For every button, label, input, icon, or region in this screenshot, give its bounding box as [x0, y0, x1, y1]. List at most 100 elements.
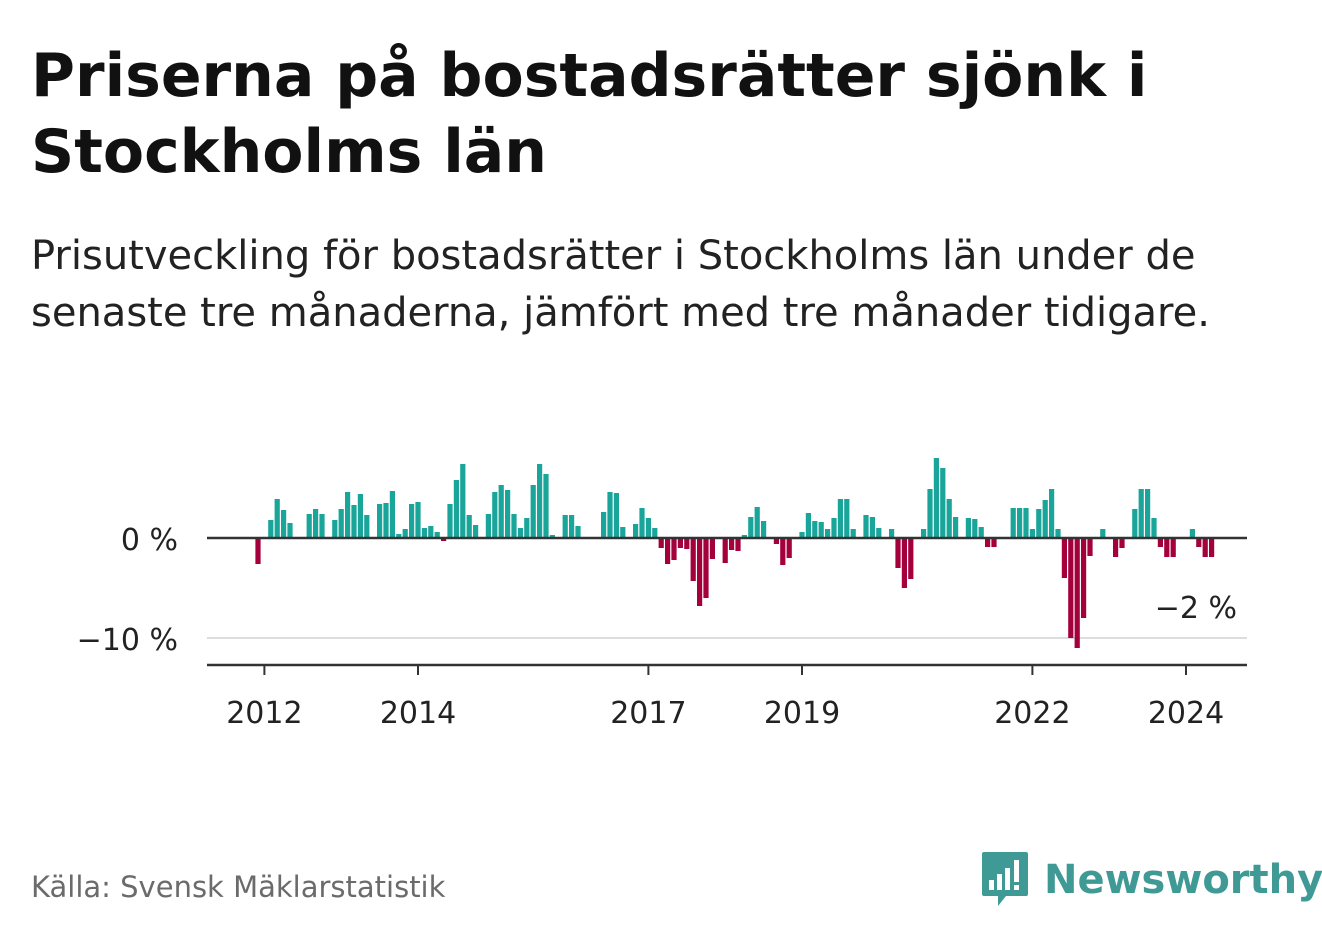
bar: [895, 538, 901, 568]
x-tick-label: 2019: [764, 696, 840, 731]
bar: [1061, 538, 1067, 578]
bar: [409, 504, 415, 538]
bar: [389, 491, 395, 538]
bar: [754, 507, 760, 538]
bar: [460, 464, 466, 538]
bar: [933, 458, 939, 538]
bar: [645, 518, 651, 538]
bar: [287, 523, 293, 538]
bar: [377, 504, 383, 538]
bar: [658, 538, 664, 548]
bar: [1074, 538, 1080, 648]
bar: [927, 489, 933, 538]
bar: [729, 538, 735, 550]
newsworthy-logo[interactable]: Newsworthy: [980, 850, 1322, 910]
bar: [709, 538, 715, 559]
bar-layer: [255, 458, 1215, 648]
bar: [357, 494, 363, 538]
bar: [549, 535, 555, 538]
bar: [268, 520, 274, 538]
bar: [1132, 509, 1138, 538]
bar: [402, 529, 408, 538]
bar: [498, 485, 504, 538]
bar: [415, 502, 421, 538]
bar: [537, 464, 543, 538]
bar: [735, 538, 741, 551]
axis-layer: 0 % −10 % 2012 2014 2017 2019 2022 2024 −2 %: [77, 523, 1247, 731]
bar: [511, 514, 517, 538]
bar: [492, 492, 498, 538]
bar: [831, 518, 837, 538]
bar: [697, 538, 703, 606]
bar: [1055, 529, 1061, 538]
bar: [690, 538, 696, 581]
bar: [1029, 529, 1035, 538]
bar: [485, 514, 491, 538]
bar: [466, 515, 472, 538]
bar: [818, 522, 824, 538]
bar: [844, 499, 850, 538]
bar: [946, 499, 952, 538]
source-note: Källa: Svensk Mäklarstatistik: [31, 870, 446, 904]
bar: [1202, 538, 1208, 557]
bar: [825, 529, 831, 538]
bar: [671, 538, 677, 560]
bar: [684, 538, 690, 549]
bar: [473, 525, 479, 538]
bar: [613, 493, 619, 538]
bar: [633, 524, 639, 538]
x-tick-label: 2017: [610, 696, 686, 731]
bar: [978, 527, 984, 538]
bar: [1023, 508, 1029, 538]
latest-value-annotation: −2 %: [1155, 591, 1237, 626]
bar: [863, 515, 869, 538]
bar: [313, 509, 319, 538]
bar: [869, 517, 875, 538]
bar: [441, 538, 447, 541]
bar: [428, 526, 434, 538]
bar: [1113, 538, 1119, 557]
bar: [677, 538, 683, 548]
bar: [319, 514, 325, 538]
bar: [421, 528, 427, 538]
chart-subtitle: Prisutveckling för bostadsrätter i Stock…: [31, 233, 1210, 336]
bar: [345, 492, 351, 538]
bar: [741, 535, 747, 538]
bar: [1151, 518, 1157, 538]
bar: [1170, 538, 1176, 557]
bar: [1068, 538, 1074, 638]
bar: [876, 528, 882, 538]
bar: [1119, 538, 1125, 548]
bar: [1087, 538, 1093, 556]
bar: [1196, 538, 1202, 547]
bar: [1209, 538, 1215, 557]
bar: [1145, 489, 1151, 538]
bar: [799, 532, 805, 538]
y-tick-label: 0 %: [121, 523, 178, 558]
bar: [786, 538, 792, 558]
x-tick-label: 2022: [994, 696, 1070, 731]
bar: [1017, 508, 1023, 538]
y-tick-label: −10 %: [77, 623, 178, 658]
bar: [805, 513, 811, 538]
bar: [281, 510, 287, 538]
bar: [901, 538, 907, 588]
bar: [1036, 509, 1042, 538]
bar: [639, 508, 645, 538]
x-tick-label: 2012: [226, 696, 302, 731]
bar: [953, 517, 959, 538]
bar: [543, 474, 549, 538]
newsworthy-logo-icon: [982, 852, 1028, 906]
bar: [575, 526, 581, 538]
bar: [306, 514, 312, 538]
x-tick-label: 2024: [1148, 696, 1224, 731]
newsworthy-logo-text: Newsworthy: [1044, 857, 1322, 903]
bar: [908, 538, 914, 579]
bar: [351, 505, 357, 538]
bar: [722, 538, 728, 563]
bar: [703, 538, 709, 598]
bar: [850, 529, 856, 538]
bar: [1042, 500, 1048, 538]
bar: [972, 519, 978, 538]
bar: [1100, 529, 1106, 538]
